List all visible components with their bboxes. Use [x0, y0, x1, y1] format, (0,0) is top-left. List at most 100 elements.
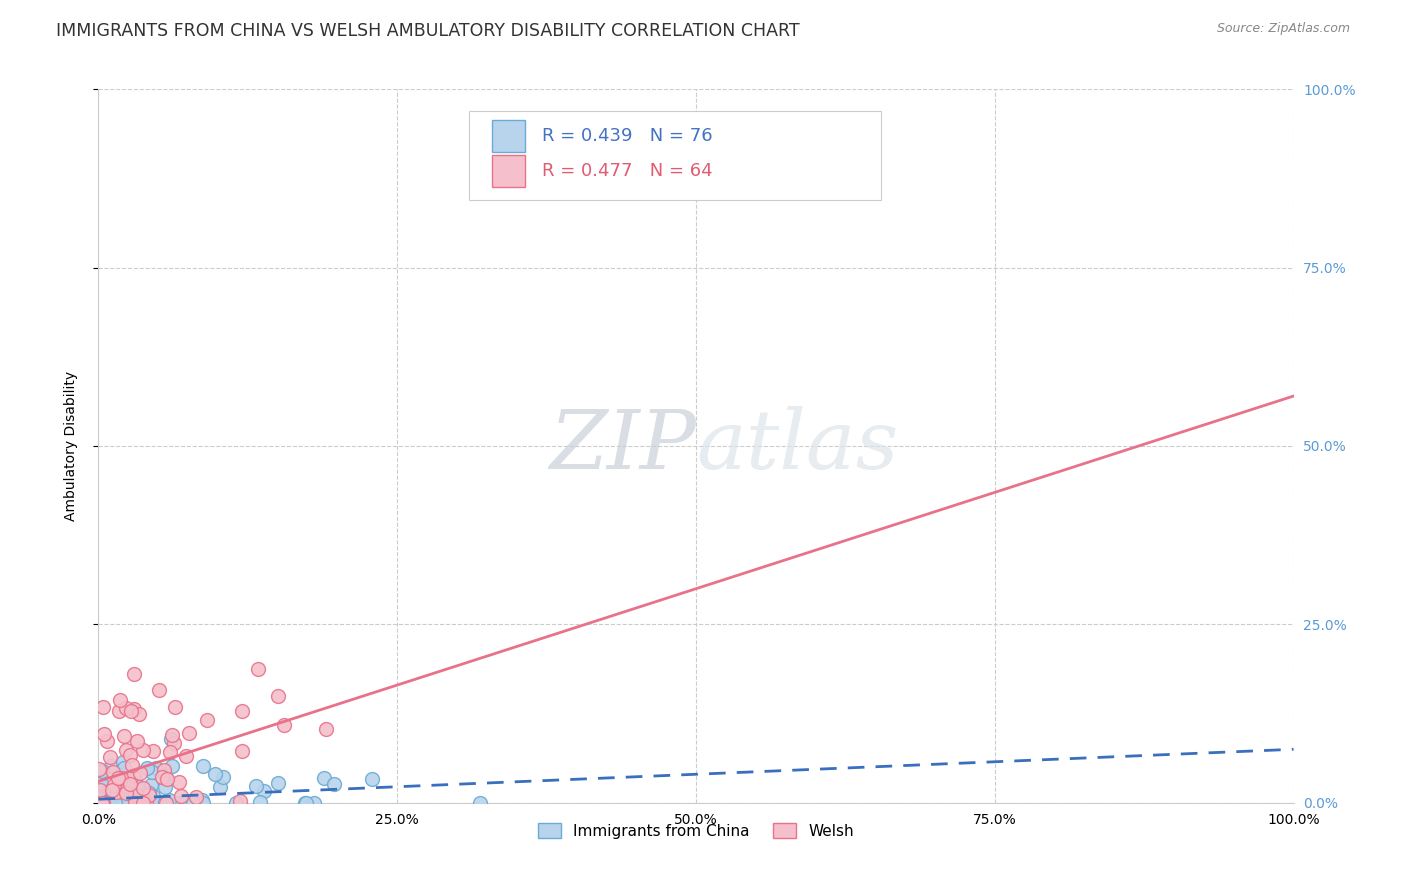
Text: IMMIGRANTS FROM CHINA VS WELSH AMBULATORY DISABILITY CORRELATION CHART: IMMIGRANTS FROM CHINA VS WELSH AMBULATOR…: [56, 22, 800, 40]
Point: [315, 722, 337, 736]
Point: [87, 762, 110, 776]
Point: [90, 776, 112, 790]
Point: [101, 796, 124, 810]
Point: [132, 796, 155, 810]
Point: [115, 700, 138, 714]
Point: [131, 796, 153, 810]
Point: [267, 776, 290, 790]
Point: [111, 796, 134, 810]
Point: [120, 704, 142, 718]
Point: [134, 796, 156, 810]
Point: [129, 766, 152, 780]
Point: [153, 763, 176, 777]
Point: [127, 734, 149, 748]
Point: [132, 791, 155, 805]
Point: [184, 790, 207, 805]
Point: [128, 706, 150, 721]
Point: [204, 767, 226, 781]
Point: [114, 730, 136, 744]
Y-axis label: Ambulatory Disability: Ambulatory Disability: [63, 371, 77, 521]
Point: [148, 682, 170, 697]
Point: [162, 728, 184, 742]
Point: [110, 693, 132, 707]
Point: [247, 662, 270, 676]
Point: [87, 790, 110, 805]
Point: [89, 783, 111, 797]
Point: [249, 795, 271, 809]
Point: [135, 796, 157, 810]
Point: [112, 761, 135, 775]
Bar: [492, 120, 524, 152]
Point: [361, 772, 384, 787]
Point: [101, 765, 124, 780]
Point: [98, 750, 121, 764]
Point: [127, 796, 149, 810]
Point: [110, 787, 132, 801]
Point: [145, 762, 167, 776]
Point: [124, 702, 146, 716]
Point: [107, 771, 129, 785]
Point: [93, 727, 115, 741]
Point: [167, 774, 190, 789]
Point: [163, 736, 186, 750]
Point: [131, 780, 153, 795]
Point: [212, 770, 235, 784]
Point: [110, 771, 132, 785]
Point: [253, 784, 276, 798]
Point: [91, 764, 114, 779]
Text: ZIP: ZIP: [550, 406, 696, 486]
Point: [104, 796, 127, 810]
Point: [132, 790, 155, 805]
Point: [229, 794, 252, 808]
Point: [141, 764, 163, 779]
Point: [302, 796, 325, 810]
Point: [125, 782, 148, 797]
Point: [165, 700, 187, 714]
Point: [91, 796, 114, 810]
Bar: [492, 155, 524, 187]
Point: [142, 789, 165, 804]
Text: R = 0.439   N = 76: R = 0.439 N = 76: [541, 127, 713, 145]
Point: [103, 778, 125, 792]
Point: [152, 770, 174, 784]
Point: [90, 796, 112, 810]
Point: [148, 796, 170, 810]
Point: [160, 731, 183, 746]
Point: [124, 666, 146, 681]
Point: [195, 713, 218, 727]
Point: [231, 743, 253, 757]
Point: [121, 757, 143, 772]
Point: [181, 796, 204, 810]
Point: [470, 796, 492, 810]
Point: [91, 796, 114, 810]
Point: [111, 755, 134, 769]
Point: [105, 796, 128, 810]
Point: [91, 796, 114, 810]
Point: [167, 796, 190, 810]
Point: [120, 748, 142, 763]
Point: [141, 778, 163, 792]
Point: [124, 772, 146, 786]
Point: [115, 779, 138, 793]
Point: [105, 785, 128, 799]
Legend: Immigrants from China, Welsh: Immigrants from China, Welsh: [533, 817, 859, 845]
Point: [124, 796, 146, 810]
Point: [138, 788, 160, 802]
Point: [129, 796, 152, 810]
Point: [91, 700, 114, 714]
Point: [132, 791, 155, 805]
Point: [127, 796, 149, 810]
Point: [120, 777, 142, 791]
Point: [266, 690, 288, 704]
Point: [295, 796, 318, 810]
Point: [191, 796, 214, 810]
Point: [174, 748, 197, 763]
FancyBboxPatch shape: [470, 111, 882, 200]
Point: [174, 796, 197, 810]
Point: [96, 796, 118, 810]
Point: [231, 704, 253, 718]
Point: [100, 759, 122, 773]
Point: [98, 784, 121, 798]
Point: [160, 759, 183, 773]
Point: [128, 796, 150, 810]
